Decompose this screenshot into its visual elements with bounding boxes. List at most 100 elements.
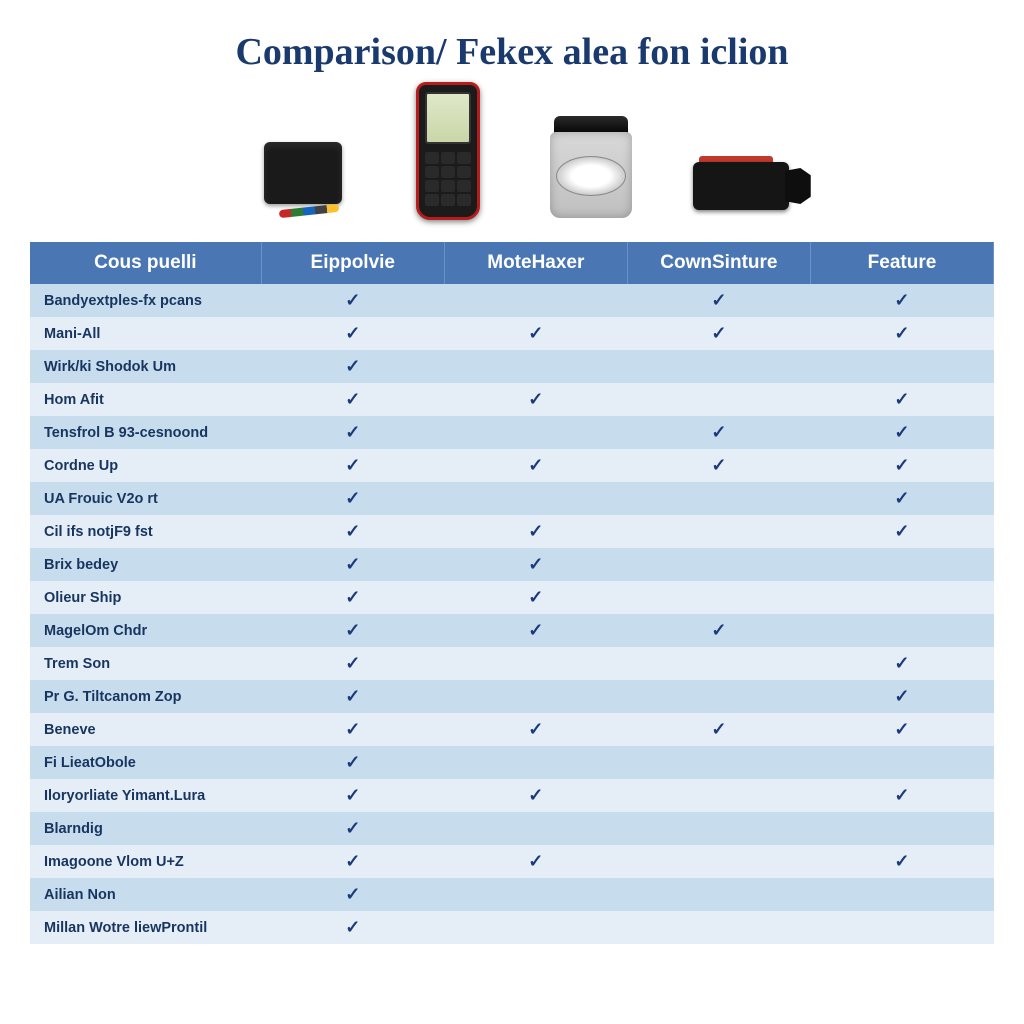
- check-cell: [810, 878, 993, 911]
- check-icon: ✓: [711, 719, 726, 739]
- check-cell: [627, 482, 810, 515]
- feature-label: Hom Afit: [30, 383, 261, 416]
- feature-label: Pr G. Tiltcanom Zop: [30, 680, 261, 713]
- table-row: UA Frouic V2o rt✓✓: [30, 482, 994, 515]
- check-cell: [444, 416, 627, 449]
- check-cell: ✓: [261, 878, 444, 911]
- check-cell: ✓: [444, 515, 627, 548]
- check-cell: ✓: [261, 746, 444, 779]
- obd-module-icon: [264, 142, 342, 204]
- check-icon: ✓: [345, 422, 360, 442]
- check-cell: ✓: [261, 383, 444, 416]
- check-cell: ✓: [444, 449, 627, 482]
- check-cell: ✓: [810, 779, 993, 812]
- check-icon: ✓: [894, 653, 909, 673]
- check-icon: ✓: [528, 620, 543, 640]
- feature-label: Bandyextples-fx pcans: [30, 284, 261, 317]
- table-row: Ailian Non ✓: [30, 878, 994, 911]
- table-row: Imagoone Vlom U+Z✓✓✓: [30, 845, 994, 878]
- table-row: Hom Afit✓✓✓: [30, 383, 994, 416]
- obd-wires-icon: [285, 198, 345, 224]
- check-icon: ✓: [345, 752, 360, 772]
- column-header: MoteHaxer: [444, 242, 627, 284]
- check-cell: ✓: [810, 647, 993, 680]
- check-cell: [444, 680, 627, 713]
- check-icon: ✓: [345, 488, 360, 508]
- check-icon: ✓: [345, 818, 360, 838]
- column-header: Cous puelli: [30, 242, 261, 284]
- feature-label: Ailian Non: [30, 878, 261, 911]
- check-cell: ✓: [261, 680, 444, 713]
- feature-label: Wirk/ki Shodok Um: [30, 350, 261, 383]
- check-icon: ✓: [711, 290, 726, 310]
- check-cell: [627, 647, 810, 680]
- feature-label: Millan Wotre liewProntil: [30, 911, 261, 944]
- check-cell: ✓: [627, 614, 810, 647]
- table-row: Trem Son✓✓: [30, 647, 994, 680]
- check-icon: ✓: [528, 719, 543, 739]
- check-cell: [810, 614, 993, 647]
- check-cell: ✓: [444, 317, 627, 350]
- check-icon: ✓: [528, 587, 543, 607]
- check-cell: ✓: [810, 416, 993, 449]
- check-icon: ✓: [894, 521, 909, 541]
- check-cell: [627, 680, 810, 713]
- check-cell: ✓: [261, 416, 444, 449]
- feature-label: Trem Son: [30, 647, 261, 680]
- check-cell: [810, 911, 993, 944]
- feature-label: Brix bedey: [30, 548, 261, 581]
- check-cell: ✓: [810, 713, 993, 746]
- check-cell: ✓: [627, 416, 810, 449]
- column-header: CownSinture: [627, 242, 810, 284]
- table-header: Cous puelliEippolvieMoteHaxerCownSinture…: [30, 242, 994, 284]
- check-icon: ✓: [345, 620, 360, 640]
- check-icon: ✓: [528, 455, 543, 475]
- check-icon: ✓: [528, 323, 543, 343]
- check-cell: [810, 746, 993, 779]
- check-cell: ✓: [444, 845, 627, 878]
- check-cell: [627, 383, 810, 416]
- check-icon: ✓: [345, 290, 360, 310]
- table-row: Iloryorliate Yimant.Lura✓✓✓: [30, 779, 994, 812]
- table-row: Cil ifs notjF9 fst✓✓✓: [30, 515, 994, 548]
- check-cell: ✓: [810, 680, 993, 713]
- check-cell: ✓: [810, 482, 993, 515]
- check-icon: ✓: [894, 785, 909, 805]
- check-icon: ✓: [894, 323, 909, 343]
- check-cell: ✓: [810, 449, 993, 482]
- check-icon: ✓: [894, 686, 909, 706]
- table-body: Bandyextples-fx pcans✓✓✓Mani-All✓✓✓✓Wirk…: [30, 284, 994, 944]
- check-cell: ✓: [627, 713, 810, 746]
- table-row: Mani-All✓✓✓✓: [30, 317, 994, 350]
- table-row: Bandyextples-fx pcans ✓ ✓ ✓: [30, 284, 994, 317]
- check-cell: [444, 911, 627, 944]
- jar-label-icon: [556, 156, 626, 196]
- feature-label: Beneve: [30, 713, 261, 746]
- check-cell: [444, 350, 627, 383]
- check-cell: ✓: [810, 515, 993, 548]
- check-cell: [810, 812, 993, 845]
- check-cell: ✓: [444, 581, 627, 614]
- check-icon: ✓: [345, 785, 360, 805]
- check-icon: ✓: [345, 455, 360, 475]
- feature-label: Fi LieatObole: [30, 746, 261, 779]
- check-icon: ✓: [711, 455, 726, 475]
- table-row: MagelOm Chdr✓✓✓: [30, 614, 994, 647]
- check-icon: ✓: [894, 719, 909, 739]
- check-icon: ✓: [528, 521, 543, 541]
- check-cell: [627, 911, 810, 944]
- check-icon: ✓: [528, 785, 543, 805]
- check-cell: [444, 812, 627, 845]
- feature-label: Mani-All: [30, 317, 261, 350]
- check-cell: ✓: [810, 284, 993, 317]
- check-cell: ✓: [261, 548, 444, 581]
- table-row: Pr G. Tiltcanom Zop✓✓: [30, 680, 994, 713]
- check-icon: ✓: [894, 422, 909, 442]
- check-cell: ✓: [261, 647, 444, 680]
- check-cell: [444, 746, 627, 779]
- check-icon: ✓: [345, 884, 360, 904]
- check-cell: [627, 779, 810, 812]
- check-cell: [444, 878, 627, 911]
- column-header: Feature: [810, 242, 993, 284]
- product-obd-dongle: [685, 142, 815, 232]
